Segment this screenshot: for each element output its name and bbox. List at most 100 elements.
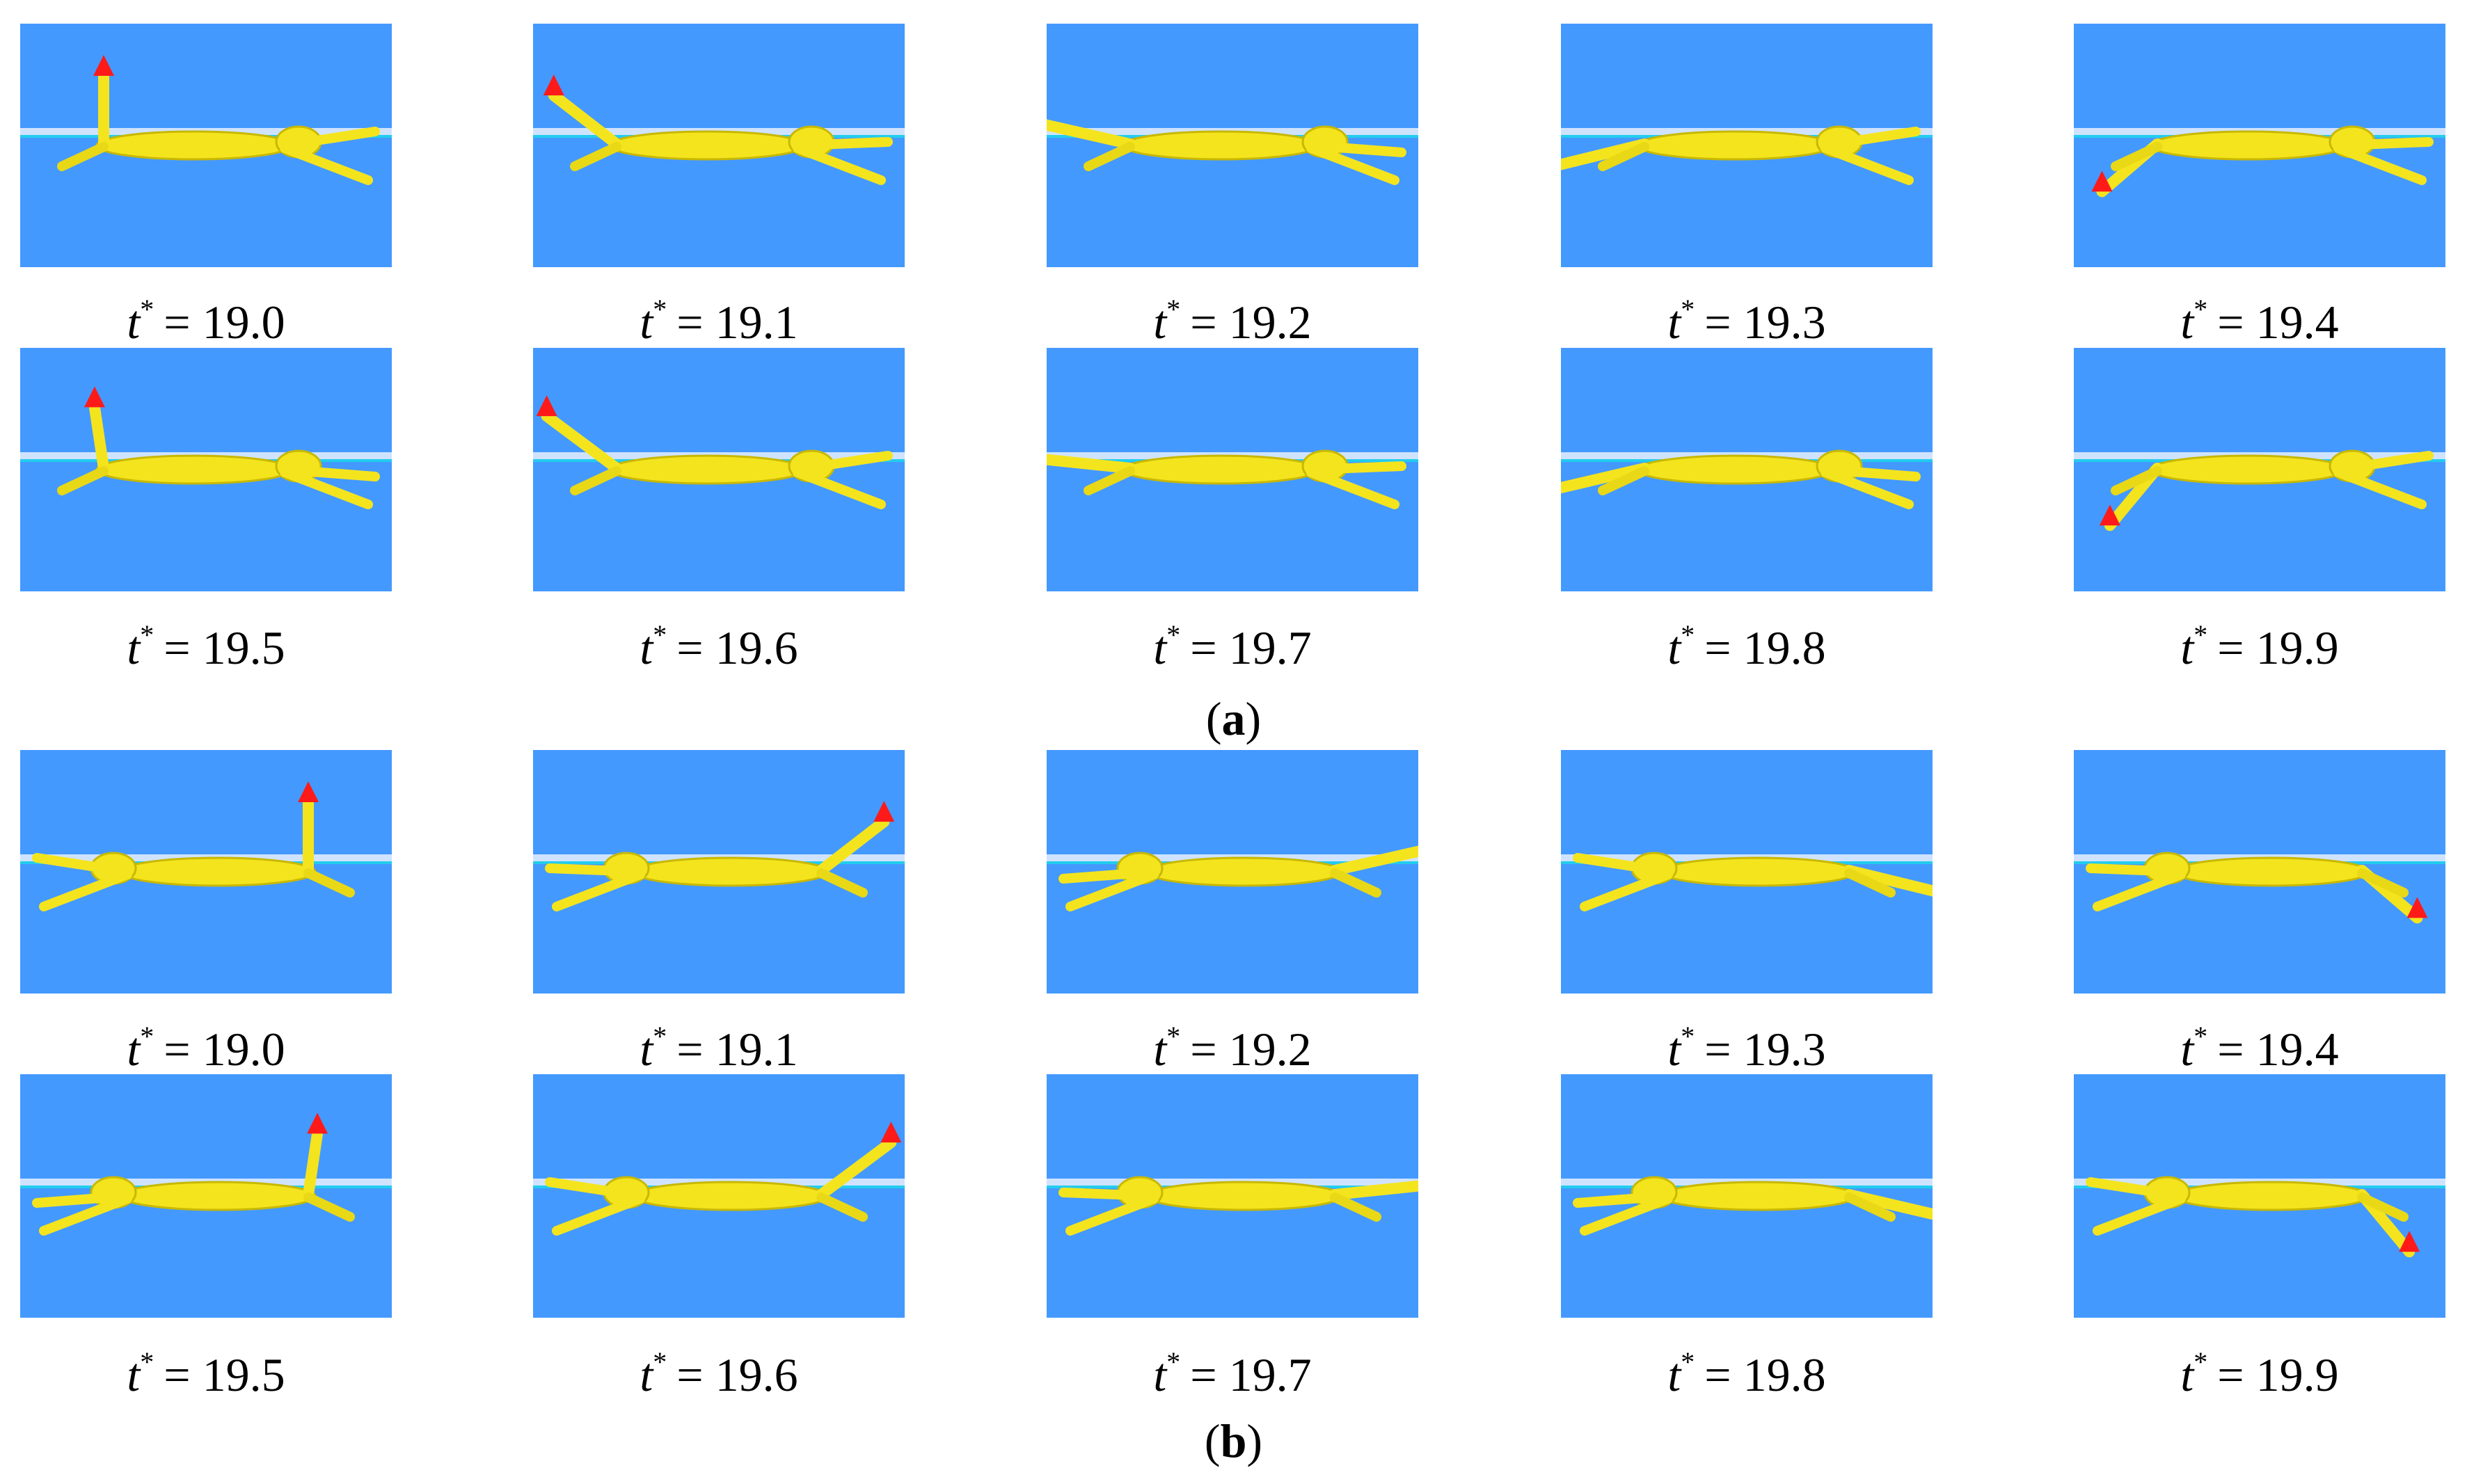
caption-letter: a — [1221, 692, 1246, 745]
swimmer — [1573, 1176, 1933, 1236]
frame-label: t* = 19.4 — [2074, 282, 2445, 350]
leg — [1820, 465, 1921, 481]
leg — [1820, 468, 1914, 509]
leg — [280, 127, 380, 150]
label-value: = 19.3 — [1704, 296, 1826, 349]
label-value: = 19.4 — [2217, 1023, 2339, 1076]
torso — [95, 130, 293, 161]
swimmer — [57, 386, 380, 509]
arm — [2357, 868, 2409, 897]
torso — [1145, 856, 1343, 887]
frame-image — [533, 24, 905, 267]
force-marker — [880, 1122, 902, 1143]
label-variable: t — [2180, 1348, 2194, 1401]
frame-label: t* = 19.4 — [2074, 1009, 2445, 1077]
frame-image — [20, 348, 392, 591]
leg — [793, 143, 886, 185]
arm — [1843, 865, 1933, 897]
leg — [1573, 1191, 1673, 1208]
label-variable: t — [1667, 296, 1681, 349]
swimmer — [1561, 125, 1921, 185]
label-value: = 19.1 — [676, 1023, 798, 1076]
frame-label: t* = 19.0 — [20, 282, 392, 350]
torso — [1636, 130, 1834, 161]
leg — [552, 870, 645, 911]
swimmer — [57, 55, 380, 185]
leg — [1065, 1194, 1159, 1236]
arm — [88, 401, 109, 474]
frame-label: t* = 19.3 — [1561, 1009, 1933, 1077]
arm — [57, 142, 109, 171]
caption-close: ) — [1246, 1414, 1263, 1467]
leg — [1580, 870, 1673, 911]
frame-label: t* = 19.5 — [20, 1334, 392, 1403]
leg — [32, 1191, 132, 1208]
label-superscript: * — [2194, 619, 2208, 651]
arm — [2111, 142, 2162, 171]
label-variable: t — [640, 621, 653, 674]
label-value: = 19.0 — [164, 296, 285, 349]
torso — [119, 1181, 317, 1211]
swimmer — [1058, 845, 1418, 911]
frame-image — [2074, 750, 2445, 994]
arm — [1047, 119, 1136, 150]
torso — [119, 856, 317, 887]
label-superscript: * — [653, 619, 667, 651]
force-marker — [298, 781, 319, 802]
label-superscript: * — [653, 1021, 667, 1052]
frame-image — [533, 348, 905, 591]
label-value: = 19.4 — [2217, 296, 2339, 349]
label-superscript: * — [140, 294, 154, 325]
label-variable: t — [640, 1348, 653, 1401]
label-superscript: * — [140, 1021, 154, 1052]
label-value: = 19.6 — [676, 1348, 798, 1401]
frame-label: t* = 19.6 — [533, 1334, 905, 1403]
label-variable: t — [2180, 1023, 2194, 1076]
torso — [2173, 856, 2370, 887]
label-variable: t — [1667, 621, 1681, 674]
label-superscript: * — [1681, 294, 1695, 325]
frame-image — [533, 1074, 905, 1318]
label-superscript: * — [653, 294, 667, 325]
leg — [39, 1194, 132, 1236]
label-value: = 19.2 — [1190, 296, 1312, 349]
force-marker — [543, 74, 564, 96]
label-variable: t — [640, 1023, 653, 1076]
leg — [1820, 127, 1921, 150]
label-variable: t — [640, 296, 653, 349]
leg — [1306, 141, 1406, 157]
swimmer — [545, 801, 895, 911]
arm — [541, 410, 622, 474]
arm — [1843, 1189, 1933, 1220]
label-value: = 19.2 — [1190, 1023, 1312, 1076]
frame-label: t* = 19.9 — [2074, 1334, 2445, 1403]
frame-image — [20, 1074, 392, 1318]
label-value: = 19.1 — [676, 296, 798, 349]
label-superscript: * — [1166, 619, 1181, 651]
arm — [816, 816, 890, 876]
swimmer — [1561, 449, 1921, 509]
frame-label: t* = 19.1 — [533, 1009, 905, 1077]
label-value: = 19.7 — [1190, 1348, 1312, 1401]
arm — [57, 466, 109, 495]
leg — [280, 465, 380, 481]
torso — [608, 454, 806, 485]
force-marker — [93, 55, 114, 76]
leg — [2093, 1194, 2186, 1236]
label-superscript: * — [2194, 1021, 2208, 1052]
leg — [2333, 143, 2427, 185]
swimmer — [2086, 1176, 2420, 1258]
label-value: = 19.5 — [164, 1348, 285, 1401]
leg — [39, 870, 132, 911]
arm — [1084, 466, 1135, 495]
arm — [1329, 1180, 1418, 1200]
force-marker — [536, 395, 557, 417]
torso — [632, 856, 830, 887]
leg — [280, 468, 373, 509]
leg — [1058, 867, 1159, 884]
label-value: = 19.9 — [2217, 621, 2339, 674]
label-variable: t — [127, 1348, 141, 1401]
torso — [1660, 1181, 1857, 1211]
frame-image — [1561, 750, 1933, 994]
